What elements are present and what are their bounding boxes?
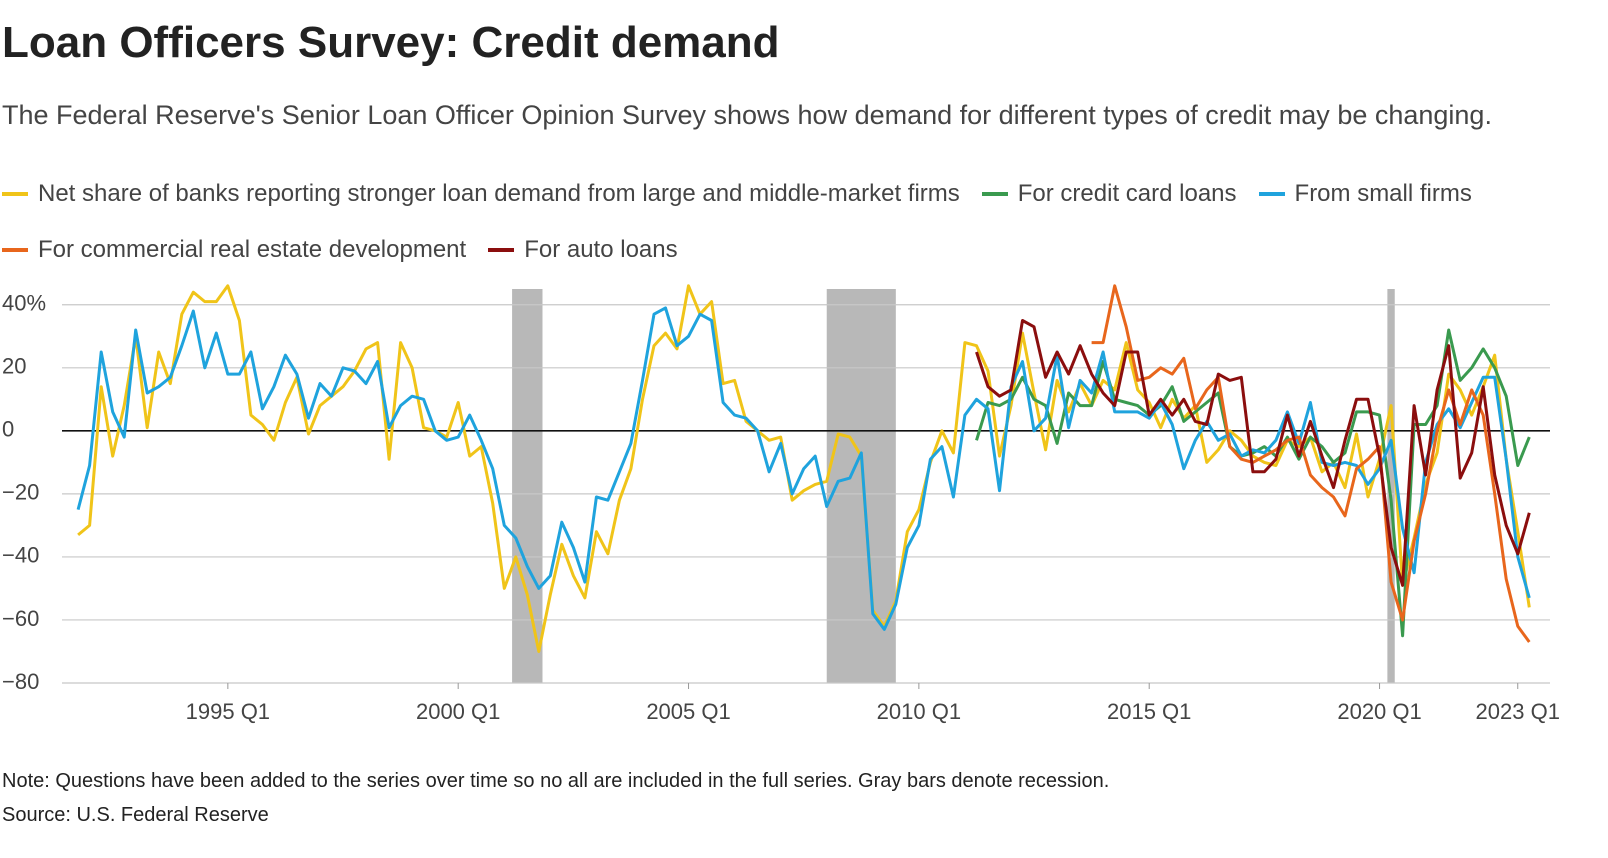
legend-item: From small firms (1258, 180, 1472, 208)
x-tick-label: 2023 Q1 (1476, 699, 1560, 724)
legend-item: For credit card loans (981, 180, 1237, 208)
legend-item: For auto loans (488, 236, 678, 264)
x-tick-label: 2005 Q1 (646, 699, 730, 724)
y-tick-label: 0 (2, 417, 14, 442)
note: Note: Questions have been added to the s… (2, 770, 1110, 792)
x-tick-label: 2010 Q1 (877, 699, 961, 724)
legend-item: Net share of banks reporting stronger lo… (2, 180, 960, 208)
x-tick-label: 2020 Q1 (1337, 699, 1421, 724)
legend-swatch (2, 248, 28, 252)
legend: Net share of banks reporting stronger lo… (2, 180, 1562, 264)
legend-label: For auto loans (524, 236, 678, 263)
x-tick-label: 1995 Q1 (186, 699, 270, 724)
y-tick-label: 40% (2, 291, 46, 316)
y-tick-label: 20 (2, 354, 26, 379)
legend-swatch (488, 248, 515, 252)
recession-band (1387, 289, 1395, 683)
legend-swatch (2, 192, 28, 196)
source: Source: U.S. Federal Reserve (2, 804, 269, 826)
legend-label: From small firms (1294, 180, 1472, 207)
series-line (975, 319, 1531, 587)
legend-label: Net share of banks reporting stronger lo… (38, 180, 960, 207)
y-tick-label: −40 (2, 543, 39, 568)
x-tick-label: 2015 Q1 (1107, 699, 1191, 724)
chart-subtitle: The Federal Reserve's Senior Loan Office… (2, 100, 1492, 130)
legend-label: For commercial real estate development (38, 236, 467, 263)
legend-swatch (981, 192, 1008, 196)
y-tick-label: −60 (2, 606, 39, 631)
legend-label: For credit card loans (1017, 180, 1237, 207)
chart-title: Loan Officers Survey: Credit demand (2, 18, 780, 67)
series-line (76, 306, 1531, 631)
legend-item: For commercial real estate development (2, 236, 466, 264)
recession-band (826, 289, 896, 683)
y-tick-label: −80 (2, 669, 39, 694)
series-line (1091, 284, 1531, 643)
legend-swatch (1258, 192, 1285, 196)
series-line (975, 328, 1531, 638)
x-tick-label: 2000 Q1 (416, 699, 500, 724)
y-tick-label: −20 (2, 480, 39, 505)
recession-band (512, 289, 543, 683)
